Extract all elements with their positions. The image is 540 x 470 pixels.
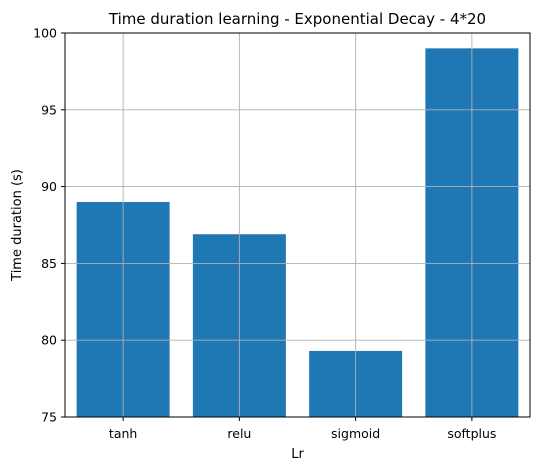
bars bbox=[65, 32, 530, 418]
chart-title: Time duration learning - Exponential Dec… bbox=[108, 10, 486, 28]
axis-ticks: 75 80 85 90 95 100 tanh relu sigmoid softplus bbox=[33, 26, 496, 442]
x-tick-label-relu: relu bbox=[227, 426, 251, 441]
y-tick-label: 80 bbox=[41, 333, 57, 348]
x-tick-label-tanh: tanh bbox=[109, 426, 137, 441]
y-tick-label: 95 bbox=[41, 102, 57, 117]
y-tick-label: 85 bbox=[41, 256, 57, 271]
x-tick-label-softplus: softplus bbox=[447, 426, 496, 441]
y-tick-label: 75 bbox=[41, 410, 57, 425]
y-axis-label: Time duration (s) bbox=[10, 169, 25, 282]
y-tick-label: 100 bbox=[33, 26, 57, 41]
plot-frame bbox=[64, 32, 531, 418]
x-axis-label: Lr bbox=[291, 447, 304, 462]
x-tick-label-sigmoid: sigmoid bbox=[331, 426, 380, 441]
y-tick-label: 90 bbox=[41, 179, 57, 194]
